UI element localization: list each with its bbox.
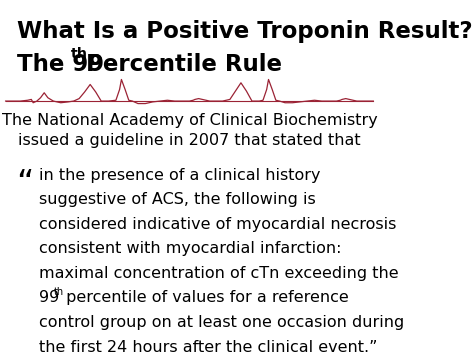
Text: control group on at least one occasion during: control group on at least one occasion d… bbox=[39, 315, 404, 330]
Text: in the presence of a clinical history: in the presence of a clinical history bbox=[39, 168, 320, 182]
Text: percentile of values for a reference: percentile of values for a reference bbox=[62, 290, 349, 306]
Text: 99: 99 bbox=[39, 290, 59, 306]
Text: suggestive of ACS, the following is: suggestive of ACS, the following is bbox=[39, 192, 315, 207]
Text: Percentile Rule: Percentile Rule bbox=[78, 53, 282, 76]
Text: The 99: The 99 bbox=[17, 53, 104, 76]
Text: What Is a Positive Troponin Result?: What Is a Positive Troponin Result? bbox=[17, 20, 472, 43]
Text: th: th bbox=[54, 286, 64, 296]
Text: considered indicative of myocardial necrosis: considered indicative of myocardial necr… bbox=[39, 217, 396, 232]
Text: the first 24 hours after the clinical event.”: the first 24 hours after the clinical ev… bbox=[39, 340, 377, 355]
Text: consistent with myocardial infarction:: consistent with myocardial infarction: bbox=[39, 241, 341, 256]
Text: th: th bbox=[71, 47, 88, 61]
Text: maximal concentration of cTn exceeding the: maximal concentration of cTn exceeding t… bbox=[39, 266, 398, 281]
Text: The National Academy of Clinical Biochemistry
issued a guideline in 2007 that st: The National Academy of Clinical Biochem… bbox=[1, 113, 377, 148]
Text: “: “ bbox=[17, 168, 34, 201]
